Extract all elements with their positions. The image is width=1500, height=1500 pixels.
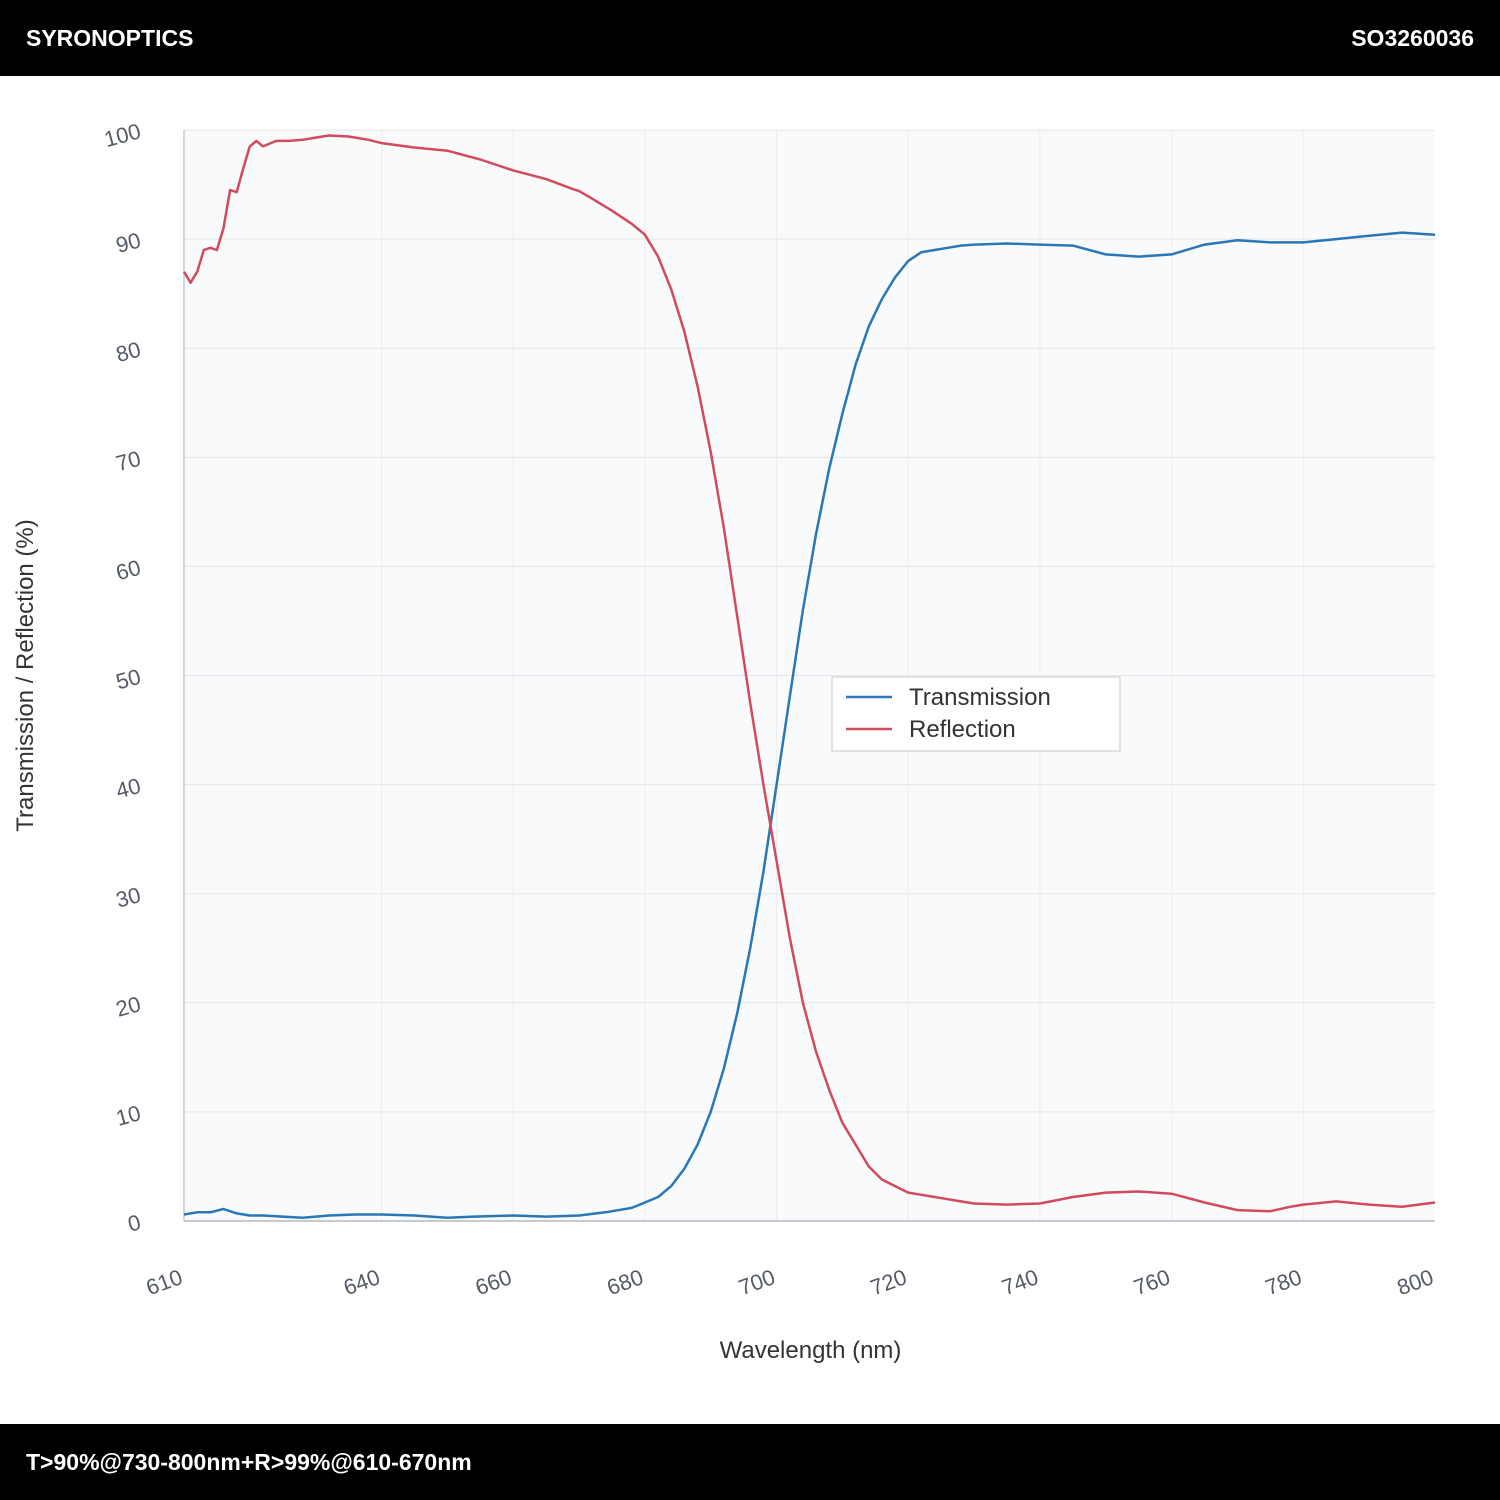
legend: Transmission Reflection <box>831 676 1121 752</box>
y-tick-label: 100 <box>101 118 143 152</box>
y-axis-title: Transmission / Reflection (%) <box>12 519 39 832</box>
y-tick-label: 60 <box>113 555 143 585</box>
y-tick-label: 30 <box>113 882 143 912</box>
y-tick-label: 10 <box>113 1100 143 1130</box>
x-tick-label: 800 <box>1394 1264 1437 1300</box>
y-tick-label: 0 <box>125 1209 143 1236</box>
x-tick-label: 740 <box>999 1264 1042 1300</box>
x-tick-label: 720 <box>867 1264 910 1300</box>
x-tick-label: 640 <box>340 1264 383 1300</box>
y-tick-label: 80 <box>113 337 143 367</box>
y-tick-label: 90 <box>113 228 143 258</box>
x-axis-title: Wavelength (nm) <box>720 1337 902 1364</box>
x-tick-label: 700 <box>735 1264 778 1300</box>
spec-text: T>90%@730-800nm+R>99%@610-670nm <box>26 1448 472 1475</box>
spectrum-chart: 0 10 20 30 40 50 60 70 80 90 100 610 640 660 680 700 720… <box>12 118 1437 1364</box>
x-tick-label: 610 <box>143 1264 186 1300</box>
axes: 0 10 20 30 40 50 60 70 80 90 100 610 640 660 680 700 720… <box>101 118 1436 1300</box>
y-tick-label: 20 <box>113 991 143 1021</box>
series <box>182 134 1436 1219</box>
y-tick-label: 50 <box>113 664 143 694</box>
legend-box <box>831 676 1121 752</box>
part-number: SO3260036 <box>1351 24 1474 51</box>
legend-label-reflection: Reflection <box>909 716 1016 743</box>
x-tick-label: 760 <box>1130 1264 1173 1300</box>
y-tick-label: 40 <box>113 773 143 803</box>
y-tick-label: 70 <box>113 446 143 476</box>
header-bar: SYRONOPTICS SO3260036 <box>0 0 1500 76</box>
footer-bar: T>90%@730-800nm+R>99%@610-670nm <box>0 1424 1500 1500</box>
legend-label-transmission: Transmission <box>909 684 1051 711</box>
x-tick-label: 680 <box>604 1264 647 1300</box>
x-tick-label: 660 <box>472 1264 515 1300</box>
brand-name: SYRONOPTICS <box>26 24 194 51</box>
x-tick-label: 780 <box>1262 1264 1305 1300</box>
series-line-reflection <box>182 134 1436 1213</box>
grid <box>184 129 1435 1221</box>
